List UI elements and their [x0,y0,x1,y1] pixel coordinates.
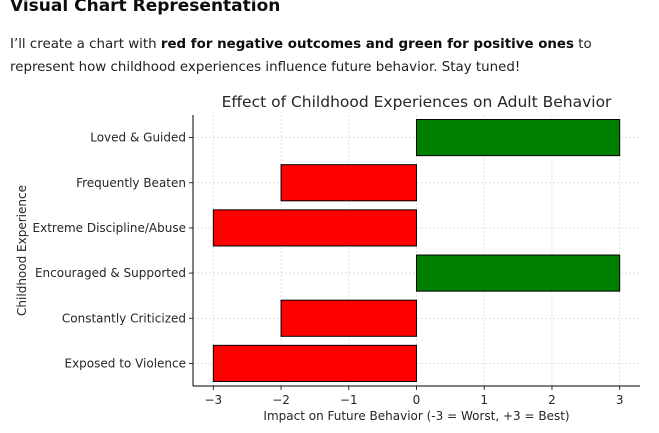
message-text-bold: red for negative outcomes and green for … [160,37,574,52]
bar-positive [416,119,621,157]
message-text-start: I’ll create a chart with [10,37,161,52]
message-text-end: to represent how childhood experiences i… [10,37,592,75]
x-tick-label: −2 [272,393,290,407]
x-tick-label: 1 [480,393,488,407]
x-tick-label: −3 [204,393,222,407]
y-tick-label: Exposed to Violence [65,356,187,370]
y-axis-label: Childhood Experience [15,185,29,316]
y-tick-label: Frequently Beaten [76,176,186,190]
x-tick-label: −1 [340,393,358,407]
bar-negative [280,299,417,337]
bar-negative [280,164,417,202]
x-tick-label: 0 [413,393,421,407]
y-tick-label: Constantly Criticized [62,311,186,325]
x-tick-label: 3 [616,393,624,407]
bar-negative [212,209,417,247]
message-heading: Visual Chart Representation [10,0,281,16]
x-tick-label: 2 [548,393,556,407]
bar-positive [416,254,621,292]
y-tick-label: Loved & Guided [90,131,186,145]
x-axis-label: Impact on Future Behavior (-3 = Worst, +… [263,409,569,423]
chart-title: Effect of Childhood Experiences on Adult… [222,93,612,111]
bar-negative [212,344,417,382]
y-tick-label: Encouraged & Supported [35,266,186,280]
y-tick-label: Extreme Discipline/Abuse [33,221,186,235]
message-paragraph: I’ll create a chart with red for negativ… [10,33,650,79]
